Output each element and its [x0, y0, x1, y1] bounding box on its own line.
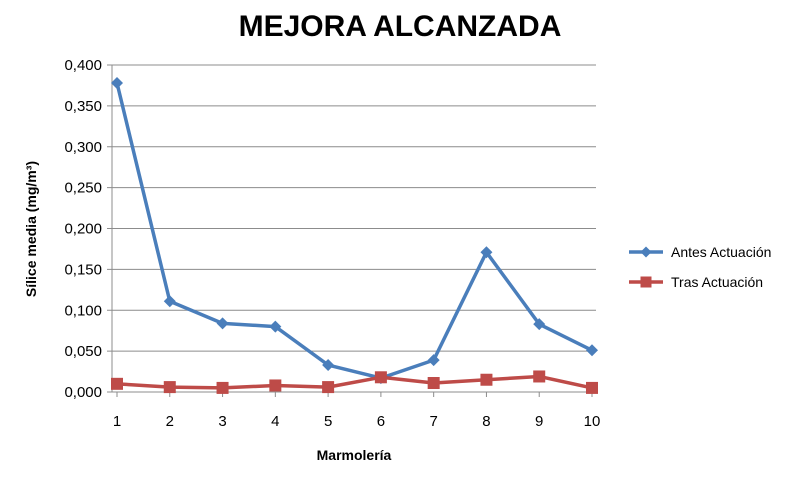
legend-label: Tras Actuación	[671, 274, 763, 290]
data-point-diamond	[216, 317, 229, 330]
x-axis-label: Marmolería	[317, 447, 392, 463]
data-point-diamond	[427, 354, 440, 367]
x-tick-label: 9	[535, 413, 543, 430]
data-point-square	[322, 381, 335, 394]
data-point-square	[586, 381, 598, 394]
series-group	[111, 76, 598, 394]
axes	[111, 65, 596, 393]
x-tick-label: 7	[429, 413, 437, 430]
y-axis-label: Sílice media (mg/m³)	[23, 161, 39, 297]
data-point-diamond	[269, 320, 282, 333]
data-point-diamond	[640, 246, 652, 258]
data-point-square	[533, 370, 546, 383]
data-point-diamond	[533, 318, 546, 331]
data-point-diamond	[480, 246, 493, 259]
y-tick-label: 0,000	[64, 384, 102, 401]
legend-item: Antes Actuación	[629, 244, 771, 260]
x-tick-label: 1	[113, 413, 121, 430]
y-tick-label: 0,400	[64, 57, 102, 74]
x-tick-label: 4	[271, 413, 279, 430]
y-tick-labels: 0,000 0,050 0,100 0,150 0,200 0,250 0,300 0,350…	[64, 57, 102, 401]
y-tick-label: 0,350	[64, 98, 102, 115]
chart-title: MEJORA ALCANZADA	[239, 10, 562, 43]
x-tick-label: 3	[218, 413, 226, 430]
y-tick-label: 0,100	[64, 302, 102, 319]
legend-item: Tras Actuación	[629, 274, 763, 290]
data-point-square	[640, 276, 652, 288]
data-point-diamond	[586, 344, 598, 357]
gridlines	[107, 64, 596, 393]
y-tick-label: 0,050	[64, 343, 102, 360]
y-tick-label: 0,300	[64, 139, 102, 156]
data-point-diamond	[163, 295, 176, 308]
data-point-square	[111, 377, 123, 390]
x-tick-label: 5	[324, 413, 332, 430]
legend: Antes Actuación Tras Actuación	[629, 244, 771, 290]
x-tick-labels: 1 2 3 4 5 6 7 8 9 10	[113, 392, 601, 430]
x-tick-label: 8	[482, 413, 490, 430]
series-line	[115, 82, 593, 380]
x-tick-label: 2	[166, 413, 174, 430]
series-line	[116, 374, 593, 390]
data-point-diamond	[111, 76, 123, 89]
data-point-square	[163, 381, 176, 394]
y-tick-label: 0,250	[64, 180, 102, 197]
data-point-square	[374, 371, 387, 384]
data-point-square	[216, 381, 229, 394]
x-tick-label: 10	[584, 413, 601, 430]
data-point-diamond	[322, 359, 335, 372]
x-tick-label: 6	[377, 413, 385, 430]
data-point-square	[269, 379, 282, 392]
legend-label: Antes Actuación	[671, 244, 771, 260]
y-tick-label: 0,200	[64, 221, 102, 238]
y-tick-label: 0,150	[64, 261, 102, 278]
data-point-square	[480, 373, 493, 386]
series-1	[111, 76, 598, 385]
data-point-square	[427, 377, 440, 390]
series-2	[111, 370, 598, 394]
